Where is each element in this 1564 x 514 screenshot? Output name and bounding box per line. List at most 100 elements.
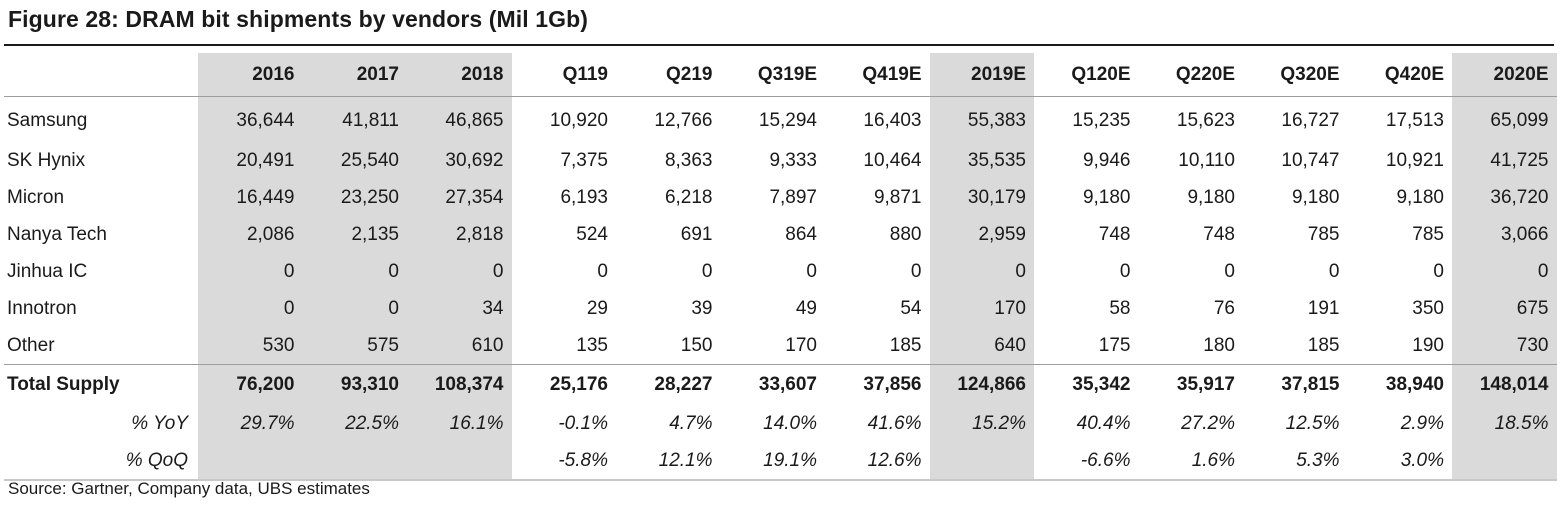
table-cell: 640 xyxy=(929,327,1034,365)
table-cell: 30,692 xyxy=(407,142,512,179)
table-cell: 40.4% xyxy=(1076,412,1131,434)
table-cell: 16,727 xyxy=(1281,109,1340,131)
total-supply-row: Total Supply 76,200 93,310 108,374 25,17… xyxy=(4,364,1557,405)
column-header: 2016 xyxy=(198,53,303,97)
table-cell: 20,491 xyxy=(198,142,303,179)
table-cell: 0 xyxy=(198,290,303,327)
table-cell: 691 xyxy=(680,223,713,245)
dram-bit-shipments-table: 2016 2017 2018 Q119 Q219 Q319E Q419E 201… xyxy=(4,53,1557,481)
table-cell: 12.1% xyxy=(616,442,721,481)
table-cell: 39 xyxy=(691,297,713,319)
table-cell: 9,180 xyxy=(1082,186,1131,208)
column-header: 2017 xyxy=(302,53,407,97)
table-cell: 9,180 xyxy=(1291,186,1340,208)
table-cell: -6.6% xyxy=(1034,442,1139,481)
table-cell: 530 xyxy=(198,327,303,365)
table-cell: 65,099 xyxy=(1452,96,1557,142)
table-cell: 49 xyxy=(795,297,817,319)
table-cell: 0 xyxy=(198,253,303,290)
table-cell: 16,449 xyxy=(198,179,303,216)
table-cell: 0 xyxy=(806,260,817,282)
row-label: % QoQ xyxy=(4,442,198,481)
table-cell xyxy=(302,442,407,481)
table-cell: 0 xyxy=(910,260,922,282)
table-cell: 15,294 xyxy=(758,109,817,131)
table-cell: 25,540 xyxy=(302,142,407,179)
table-cell: 22.5% xyxy=(302,405,407,442)
table-cell xyxy=(407,442,512,481)
table-cell: 0 xyxy=(1119,260,1131,282)
table-cell: 58 xyxy=(1109,297,1131,319)
table-cell: 19.1% xyxy=(720,442,825,481)
column-header: Q320E xyxy=(1243,53,1348,97)
table-cell: 135 xyxy=(511,327,616,365)
table-cell: 170 xyxy=(929,290,1034,327)
table-cell: 4.7% xyxy=(669,412,713,434)
table-cell: 33,607 xyxy=(758,374,817,395)
table-cell: 0 xyxy=(597,260,608,282)
table-cell: 880 xyxy=(889,223,922,245)
table-cell: 748 xyxy=(1098,223,1131,245)
column-header: Q319E xyxy=(720,53,825,97)
table-cell: 93,310 xyxy=(302,364,407,405)
table-cell: 28,227 xyxy=(654,374,713,395)
table-cell: 675 xyxy=(1452,290,1557,327)
title-rule xyxy=(4,44,1554,46)
table-cell: 12,766 xyxy=(654,109,713,131)
table-cell: 170 xyxy=(720,327,825,365)
table-cell: 785 xyxy=(1412,223,1444,245)
table-cell: 150 xyxy=(616,327,721,365)
table-cell: 17,513 xyxy=(1385,109,1444,131)
table-cell: -0.1% xyxy=(558,412,608,434)
row-label: Micron xyxy=(7,186,65,208)
table-cell: 27.2% xyxy=(1181,412,1235,434)
table-cell: 3.0% xyxy=(1347,442,1452,481)
row-label: Samsung xyxy=(7,109,88,131)
table-cell: 76 xyxy=(1213,297,1235,319)
table-cell: 29.7% xyxy=(198,405,303,442)
row-label: Jinhua IC xyxy=(7,260,88,282)
table-cell: 730 xyxy=(1452,327,1557,365)
table-cell: 1.6% xyxy=(1138,442,1243,481)
table-cell: 9,333 xyxy=(769,149,817,171)
table-cell: 524 xyxy=(576,223,608,245)
table-cell: 0 xyxy=(929,253,1034,290)
table-cell: 30,179 xyxy=(929,179,1034,216)
table-cell: 575 xyxy=(302,327,407,365)
table-cell: 9,180 xyxy=(1187,186,1235,208)
table-cell: 9,180 xyxy=(1396,186,1444,208)
table-cell: 15,235 xyxy=(1072,109,1131,131)
column-header: 2020E xyxy=(1452,53,1557,97)
table-cell: 2,959 xyxy=(929,216,1034,253)
table-cell: 37,815 xyxy=(1281,374,1340,395)
table-cell: 9,871 xyxy=(873,186,922,208)
row-label: SK Hynix xyxy=(7,149,86,171)
table-cell xyxy=(198,442,303,481)
table-cell: 14.0% xyxy=(763,412,817,434)
table-cell: 2.9% xyxy=(1400,412,1444,434)
table-cell: 185 xyxy=(825,327,930,365)
table-cell: 10,464 xyxy=(863,149,922,171)
table-cell: 7,375 xyxy=(560,149,608,171)
column-header: Q220E xyxy=(1138,53,1243,97)
table-cell: 10,920 xyxy=(549,109,608,131)
table-cell: 8,363 xyxy=(664,149,713,171)
table-cell: 2,086 xyxy=(198,216,303,253)
table-cell: 6,218 xyxy=(664,186,713,208)
table-row: Jinhua IC 0 0 0 0 0 0 0 0 0 0 0 0 0 xyxy=(4,253,1557,290)
table-cell: 55,383 xyxy=(929,96,1034,142)
table-cell: 5.3% xyxy=(1243,442,1348,481)
table-cell: 2,818 xyxy=(407,216,512,253)
table-cell: 190 xyxy=(1347,327,1452,365)
table-cell: 148,014 xyxy=(1452,364,1557,405)
table-cell: 185 xyxy=(1243,327,1348,365)
table-cell: 7,897 xyxy=(769,186,817,208)
table-cell: 54 xyxy=(900,297,922,319)
table-cell: 175 xyxy=(1034,327,1139,365)
table-cell: 25,176 xyxy=(549,374,608,395)
table-cell: 16.1% xyxy=(407,405,512,442)
table-cell: 10,747 xyxy=(1281,149,1340,171)
column-header: Q219 xyxy=(616,53,721,97)
table-cell: 35,342 xyxy=(1072,374,1131,395)
table-row: Innotron 0 0 34 29 39 49 54 170 58 76 191 350 675 xyxy=(4,290,1557,327)
